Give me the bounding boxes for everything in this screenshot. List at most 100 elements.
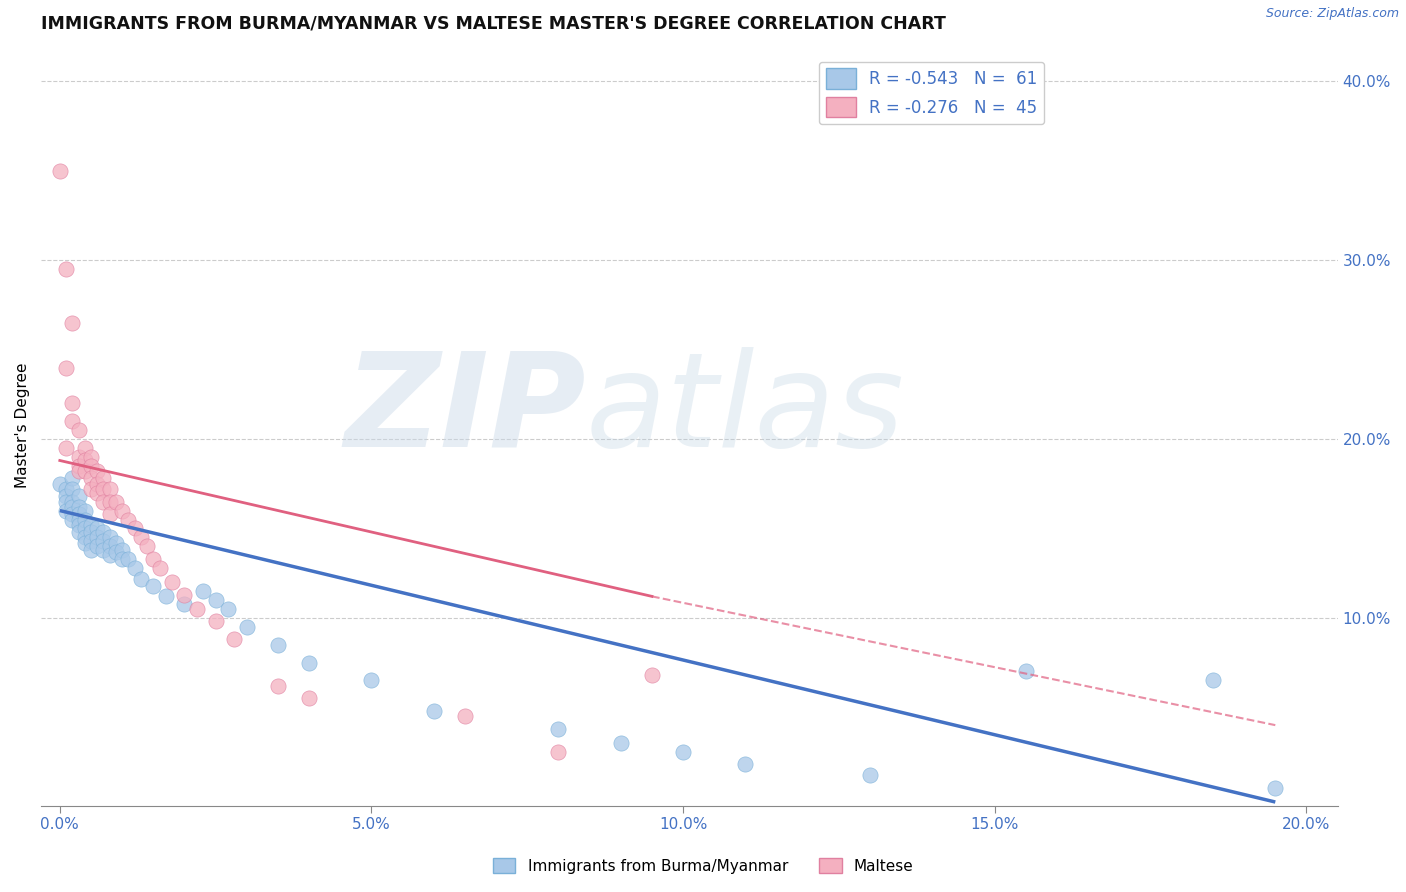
Point — [67, 512, 90, 526]
Point — [80, 471, 103, 485]
Point — [55, 494, 77, 508]
Point — [80, 450, 103, 464]
Point — [73, 464, 96, 478]
Point — [67, 458, 90, 473]
Point — [55, 441, 77, 455]
Point — [160, 575, 183, 590]
Point — [80, 542, 103, 557]
Legend: R = -0.543   N =  61, R = -0.276   N =  45: R = -0.543 N = 61, R = -0.276 N = 45 — [820, 62, 1045, 124]
Point — [423, 704, 446, 718]
Point — [111, 503, 134, 517]
Point — [454, 709, 477, 723]
Point — [547, 722, 569, 736]
Point — [80, 482, 103, 496]
Text: IMMIGRANTS FROM BURMA/MYANMAR VS MALTESE MASTER'S DEGREE CORRELATION CHART: IMMIGRANTS FROM BURMA/MYANMAR VS MALTESE… — [41, 15, 946, 33]
Point — [859, 768, 882, 782]
Point — [1264, 780, 1286, 795]
Point — [80, 458, 103, 473]
Point — [60, 396, 83, 410]
Point — [98, 548, 121, 562]
Point — [86, 521, 108, 535]
Point — [67, 524, 90, 539]
Point — [86, 530, 108, 544]
Point — [67, 464, 90, 478]
Point — [73, 530, 96, 544]
Point — [98, 539, 121, 553]
Point — [124, 561, 146, 575]
Y-axis label: Master's Degree: Master's Degree — [15, 363, 30, 489]
Point — [93, 494, 115, 508]
Point — [80, 524, 103, 539]
Point — [49, 164, 72, 178]
Point — [124, 521, 146, 535]
Point — [86, 476, 108, 491]
Point — [60, 316, 83, 330]
Point — [173, 597, 195, 611]
Point — [60, 494, 83, 508]
Point — [98, 507, 121, 521]
Point — [55, 503, 77, 517]
Point — [67, 423, 90, 437]
Point — [142, 552, 165, 566]
Point — [60, 482, 83, 496]
Point — [80, 517, 103, 532]
Point — [298, 656, 321, 670]
Point — [186, 602, 208, 616]
Point — [93, 533, 115, 548]
Point — [267, 638, 290, 652]
Point — [129, 530, 152, 544]
Point — [98, 482, 121, 496]
Point — [67, 507, 90, 521]
Point — [67, 489, 90, 503]
Point — [55, 360, 77, 375]
Point — [98, 494, 121, 508]
Point — [298, 691, 321, 706]
Point — [93, 542, 115, 557]
Point — [1015, 665, 1038, 679]
Text: atlas: atlas — [586, 347, 904, 474]
Point — [672, 745, 695, 759]
Point — [60, 512, 83, 526]
Point — [204, 615, 226, 629]
Point — [86, 464, 108, 478]
Point — [60, 471, 83, 485]
Point — [67, 450, 90, 464]
Text: Source: ZipAtlas.com: Source: ZipAtlas.com — [1265, 7, 1399, 21]
Point — [73, 512, 96, 526]
Point — [173, 588, 195, 602]
Point — [49, 476, 72, 491]
Point — [73, 521, 96, 535]
Point — [193, 584, 215, 599]
Text: ZIP: ZIP — [344, 347, 586, 474]
Point — [104, 535, 127, 549]
Point — [93, 524, 115, 539]
Point — [104, 544, 127, 558]
Point — [73, 441, 96, 455]
Point — [55, 482, 77, 496]
Point — [86, 539, 108, 553]
Point — [60, 414, 83, 428]
Point — [111, 542, 134, 557]
Point — [136, 539, 159, 553]
Point — [60, 507, 83, 521]
Point — [67, 500, 90, 514]
Point — [117, 552, 139, 566]
Point — [204, 593, 226, 607]
Point — [117, 512, 139, 526]
Point — [55, 489, 77, 503]
Point — [73, 503, 96, 517]
Point — [610, 736, 633, 750]
Point — [86, 485, 108, 500]
Point — [60, 500, 83, 514]
Point — [111, 552, 134, 566]
Point — [142, 579, 165, 593]
Point — [1202, 673, 1225, 688]
Point — [217, 602, 239, 616]
Point — [224, 632, 246, 647]
Point — [267, 679, 290, 693]
Point — [98, 530, 121, 544]
Point — [236, 620, 259, 634]
Point — [129, 572, 152, 586]
Point — [73, 535, 96, 549]
Point — [148, 561, 170, 575]
